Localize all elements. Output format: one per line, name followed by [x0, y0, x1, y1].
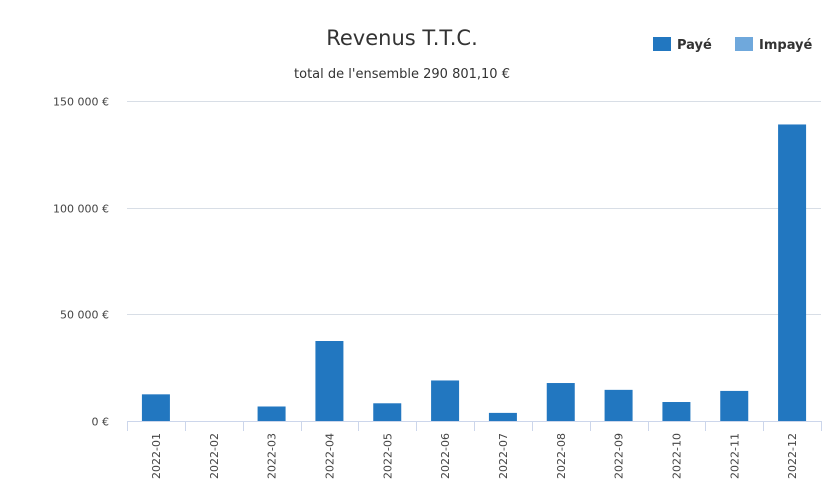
x-tick-label: 2022-10	[670, 433, 683, 479]
x-tick-label: 2022-04	[323, 433, 336, 479]
bar-pay--2022-08[interactable]	[546, 383, 575, 421]
x-tick-label: 2022-08	[555, 433, 568, 479]
x-tick-label: 2022-12	[786, 433, 799, 479]
y-tick-label: 150 000 €	[53, 96, 109, 109]
bar-pay--2022-12[interactable]	[778, 124, 807, 421]
x-tick-label: 2022-06	[439, 433, 452, 479]
y-axis-labels: 0 € 50 000 € 100 000 € 150 000 €	[53, 96, 109, 429]
y-grid	[127, 101, 821, 315]
x-tick-label: 2022-05	[381, 433, 394, 479]
x-tick-label: 2022-03	[266, 433, 279, 479]
legend-label: Impayé	[759, 38, 813, 53]
bars	[141, 124, 807, 421]
legend-swatch	[735, 37, 753, 51]
y-tick-label: 50 000 €	[60, 309, 109, 322]
bar-pay--2022-10[interactable]	[662, 402, 691, 421]
chart-title: Revenus T.T.C.	[326, 26, 478, 50]
bar-pay--2022-03[interactable]	[257, 406, 286, 421]
legend: Payé Impayé	[653, 37, 813, 53]
legend-item-impay-[interactable]: Impayé	[735, 37, 813, 53]
bar-pay--2022-06[interactable]	[431, 380, 460, 421]
legend-label: Payé	[677, 38, 712, 53]
y-tick-label: 100 000 €	[53, 203, 109, 216]
bar-pay--2022-07[interactable]	[488, 412, 517, 421]
bar-pay--2022-11[interactable]	[720, 390, 749, 421]
legend-swatch	[653, 37, 671, 51]
bar-pay--2022-04[interactable]	[315, 341, 344, 421]
x-tick-label: 2022-02	[208, 433, 221, 479]
bar-pay--2022-01[interactable]	[141, 394, 170, 421]
x-tick-label: 2022-09	[613, 433, 626, 479]
legend-item-pay-[interactable]: Payé	[653, 37, 712, 53]
x-axis	[127, 421, 822, 431]
x-tick-label: 2022-07	[497, 433, 510, 479]
x-tick-label: 2022-01	[150, 433, 163, 479]
x-axis-labels: 2022-01 2022-02 2022-03 2022-04 2022-05 2022-…	[150, 433, 799, 479]
y-tick-label: 0 €	[92, 416, 110, 429]
bar-pay--2022-09[interactable]	[604, 389, 633, 421]
x-tick-label: 2022-11	[728, 433, 741, 479]
bar-pay--2022-05[interactable]	[373, 403, 402, 421]
chart-subtitle: total de l'ensemble 290 801,10 €	[294, 67, 510, 82]
